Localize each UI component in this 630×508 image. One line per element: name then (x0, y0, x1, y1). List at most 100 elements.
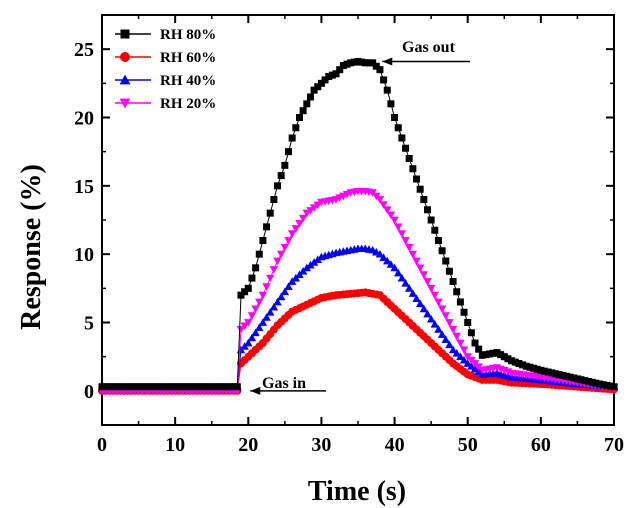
data-point (452, 349, 461, 357)
data-point (460, 308, 468, 316)
data-point (486, 350, 494, 358)
data-point (419, 271, 429, 279)
data-point (211, 383, 219, 391)
data-point (380, 76, 388, 84)
data-point (533, 365, 541, 373)
data-point (526, 363, 534, 371)
data-point (295, 114, 303, 121)
data-point (519, 361, 527, 369)
data-point (149, 383, 157, 391)
legend-label: RH 20% (160, 96, 216, 112)
data-point (274, 182, 282, 190)
data-point (197, 383, 205, 391)
data-point (402, 144, 410, 152)
data-point (409, 165, 417, 173)
data-point (431, 226, 439, 234)
data-point (280, 287, 290, 296)
data-point (416, 185, 424, 193)
data-point (445, 340, 454, 349)
data-point (375, 249, 385, 258)
data-point (508, 357, 516, 365)
data-point (280, 243, 290, 252)
data-point (497, 351, 505, 359)
data-point (442, 257, 450, 265)
data-point (120, 52, 130, 62)
data-point (269, 266, 279, 274)
data-point (448, 345, 458, 354)
data-point (504, 355, 512, 363)
data-point (142, 383, 150, 391)
data-point (295, 220, 304, 228)
data-point (437, 330, 447, 338)
data-point (383, 206, 392, 214)
data-point (577, 376, 585, 384)
data-point (116, 383, 124, 391)
data-point (124, 383, 132, 391)
data-point (160, 383, 168, 391)
data-point (566, 373, 574, 381)
data-point (445, 267, 453, 275)
data-point (247, 333, 257, 342)
data-point (325, 73, 333, 80)
data-point (240, 322, 249, 331)
data-point (383, 86, 391, 94)
series-rh-80- (98, 57, 618, 391)
y-tick-label: 10 (74, 244, 94, 266)
data-point (453, 288, 461, 296)
data-point (119, 98, 131, 109)
data-point (131, 383, 139, 391)
data-point (595, 380, 603, 388)
data-point (244, 319, 253, 327)
data-point (277, 172, 285, 180)
data-point (482, 351, 490, 359)
data-point (135, 383, 143, 391)
data-point (255, 298, 264, 307)
data-point (456, 298, 464, 306)
data-point (383, 256, 392, 265)
data-point (252, 264, 260, 272)
axis-ticks: 0 10 20 30 40 50 60 70 0 5 10 15 20 25 (74, 14, 624, 456)
data-point (592, 379, 600, 387)
data-point (182, 383, 190, 391)
data-point (386, 211, 396, 220)
data-point (258, 291, 268, 300)
x-tick-label: 40 (385, 434, 405, 456)
data-point (302, 263, 311, 272)
x-tick-label: 30 (311, 434, 331, 456)
data-point (537, 366, 545, 374)
data-point (347, 59, 355, 67)
data-point (277, 250, 286, 259)
data-point (317, 79, 325, 87)
data-point (423, 206, 431, 214)
data-point (394, 124, 402, 132)
data-point (478, 351, 486, 359)
data-point (588, 378, 596, 386)
data-point (350, 58, 358, 66)
data-point (610, 383, 618, 391)
data-point (263, 223, 271, 231)
data-point (475, 345, 483, 353)
data-point (299, 107, 307, 115)
data-point (189, 383, 197, 391)
data-point (328, 71, 336, 79)
data-point (408, 289, 418, 297)
data-point (258, 318, 268, 326)
data-point (262, 283, 271, 291)
data-point (109, 383, 117, 391)
data-point (298, 214, 308, 223)
data-point (441, 335, 450, 343)
data-point (153, 383, 161, 391)
data-point (233, 383, 241, 391)
y-tick-label: 0 (84, 381, 94, 403)
data-point (372, 62, 380, 70)
data-point (467, 329, 475, 337)
data-point (157, 383, 165, 391)
data-point (204, 383, 212, 391)
data-point (570, 374, 578, 382)
data-point (288, 134, 296, 142)
data-point (511, 358, 519, 366)
data-point (544, 368, 552, 376)
data-point (441, 312, 450, 320)
x-tick-label: 0 (97, 434, 107, 456)
data-point (408, 250, 418, 259)
